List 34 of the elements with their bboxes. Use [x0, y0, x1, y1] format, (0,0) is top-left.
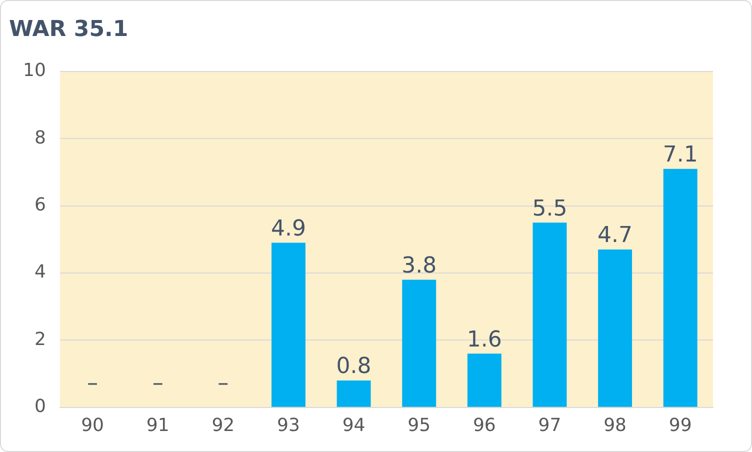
y-tick-label: 2 [34, 328, 46, 350]
x-tick-label: 94 [342, 414, 366, 436]
data-label: 7.1 [662, 142, 698, 168]
x-tick-label: 98 [604, 414, 626, 436]
x-tick-label: 97 [538, 414, 562, 436]
y-tick-label: 8 [34, 127, 46, 148]
data-label: 4.9 [270, 216, 306, 242]
x-tick-label: 96 [472, 414, 496, 436]
text: – [218, 371, 229, 396]
bar [598, 249, 632, 407]
x-tick-label: 90 [81, 414, 104, 436]
data-label: 5.5 [532, 196, 568, 222]
x-tick-label: 99 [668, 414, 692, 436]
bar [467, 354, 502, 407]
y-tick-label: 4 [34, 262, 46, 283]
data-label: 0.8 [336, 354, 372, 380]
data-label: 3.8 [402, 253, 437, 278]
bar [402, 280, 436, 407]
chart-title: WAR 35.1 [9, 16, 128, 42]
bar [272, 242, 306, 407]
x-tick-label: 93 [277, 414, 300, 436]
y-tick-label: 0 [34, 396, 46, 418]
bar [663, 168, 698, 407]
bar [336, 380, 371, 407]
data-label: 1.6 [466, 327, 502, 352]
text: – [152, 371, 164, 396]
bar [532, 222, 567, 407]
x-tick-label: 95 [408, 414, 431, 436]
data-label: 4.7 [598, 223, 633, 248]
text: – [87, 371, 98, 396]
x-tick-label: 91 [146, 414, 170, 436]
x-tick-label: 92 [212, 414, 235, 436]
y-tick-label: 10 [23, 60, 46, 82]
y-tick-label: 6 [34, 194, 46, 216]
